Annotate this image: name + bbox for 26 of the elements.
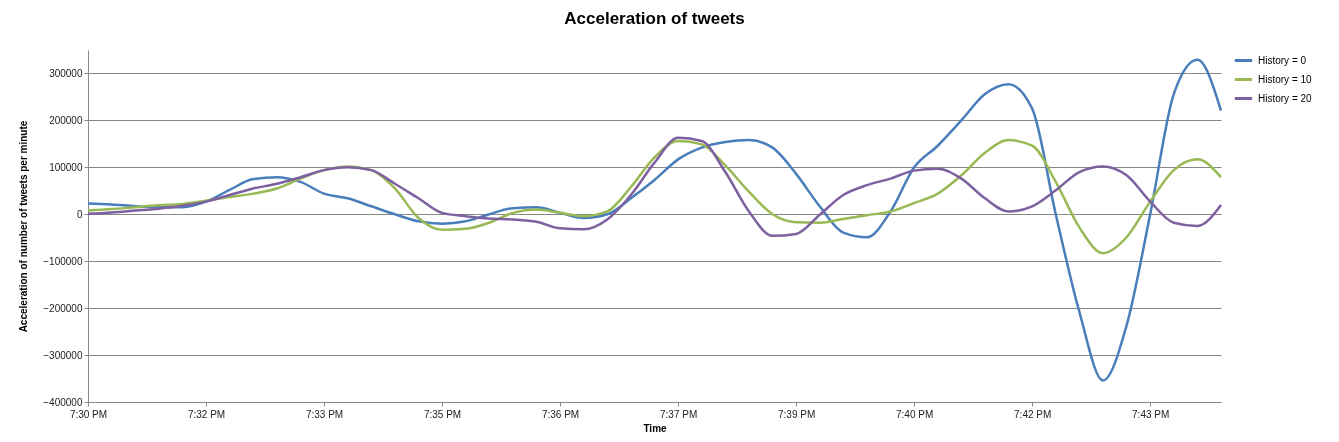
x-tick-label: 7:35 PM xyxy=(423,408,462,420)
x-tick-label: 7:39 PM xyxy=(778,408,816,420)
x-tick-label: 7:30 PM xyxy=(69,408,108,420)
legend-label: History = 20 xyxy=(1258,92,1313,104)
y-tick-label: 200000 xyxy=(49,114,83,126)
x-axis-title: Time xyxy=(643,422,668,434)
y-axis-title: Acceleration of number of tweets per minute xyxy=(18,120,30,333)
x-tick-label: 7:43 PM xyxy=(1132,408,1170,420)
x-tick-label: 7:32 PM xyxy=(187,408,226,420)
line-series xyxy=(86,58,1223,382)
legend-label: History = 0 xyxy=(1258,54,1307,66)
line-series xyxy=(86,136,1223,238)
y-tick-label: −200000 xyxy=(43,302,83,314)
x-tick-label: 7:42 PM xyxy=(1014,408,1052,420)
y-tick-label: −300000 xyxy=(43,349,83,361)
y-tick-label: −400000 xyxy=(43,396,83,408)
y-tick-label: −100000 xyxy=(43,255,83,267)
x-tick-label: 7:36 PM xyxy=(541,408,580,420)
chart-title: Acceleration of tweets xyxy=(564,9,745,28)
y-tick-label: 0 xyxy=(76,208,83,220)
y-tick-label: 100000 xyxy=(49,161,83,173)
x-tick-label: 7:40 PM xyxy=(896,408,934,420)
y-tick-label: 300000 xyxy=(49,67,83,79)
legend-label: History = 10 xyxy=(1258,73,1313,85)
x-tick-label: 7:37 PM xyxy=(659,408,698,420)
x-tick-label: 7:33 PM xyxy=(305,408,344,420)
